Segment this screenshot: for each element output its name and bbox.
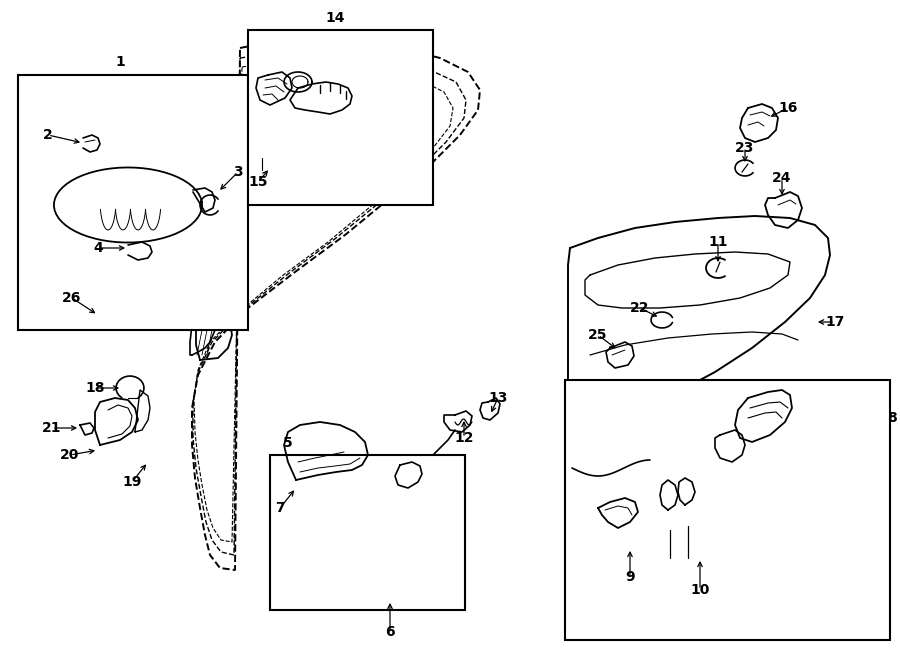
Text: 10: 10	[690, 583, 710, 597]
Text: 20: 20	[60, 448, 80, 462]
Text: 5: 5	[284, 436, 292, 450]
Text: 2: 2	[43, 128, 53, 142]
Text: 3: 3	[233, 165, 243, 179]
Text: 22: 22	[630, 301, 650, 315]
Text: 17: 17	[825, 315, 845, 329]
Text: 13: 13	[489, 391, 508, 405]
Text: 26: 26	[62, 291, 82, 305]
Text: 9: 9	[626, 570, 634, 584]
Text: 23: 23	[735, 141, 755, 155]
Text: 1: 1	[115, 55, 125, 69]
Text: 16: 16	[778, 101, 797, 115]
Bar	[18, 75, 248, 330]
Text: 24: 24	[772, 171, 792, 185]
Text: 19: 19	[122, 475, 141, 489]
Text: 15: 15	[248, 175, 268, 189]
Text: 7: 7	[275, 501, 284, 515]
Bar	[248, 30, 433, 205]
Text: 8: 8	[887, 411, 897, 425]
Text: 4: 4	[93, 241, 103, 255]
Text: 6: 6	[385, 625, 395, 639]
Bar	[565, 380, 890, 640]
Text: 12: 12	[454, 431, 473, 445]
Text: 21: 21	[42, 421, 62, 435]
Text: 14: 14	[325, 11, 345, 25]
Text: 18: 18	[86, 381, 104, 395]
Text: 11: 11	[708, 235, 728, 249]
Text: 25: 25	[589, 328, 608, 342]
Bar	[270, 455, 465, 610]
